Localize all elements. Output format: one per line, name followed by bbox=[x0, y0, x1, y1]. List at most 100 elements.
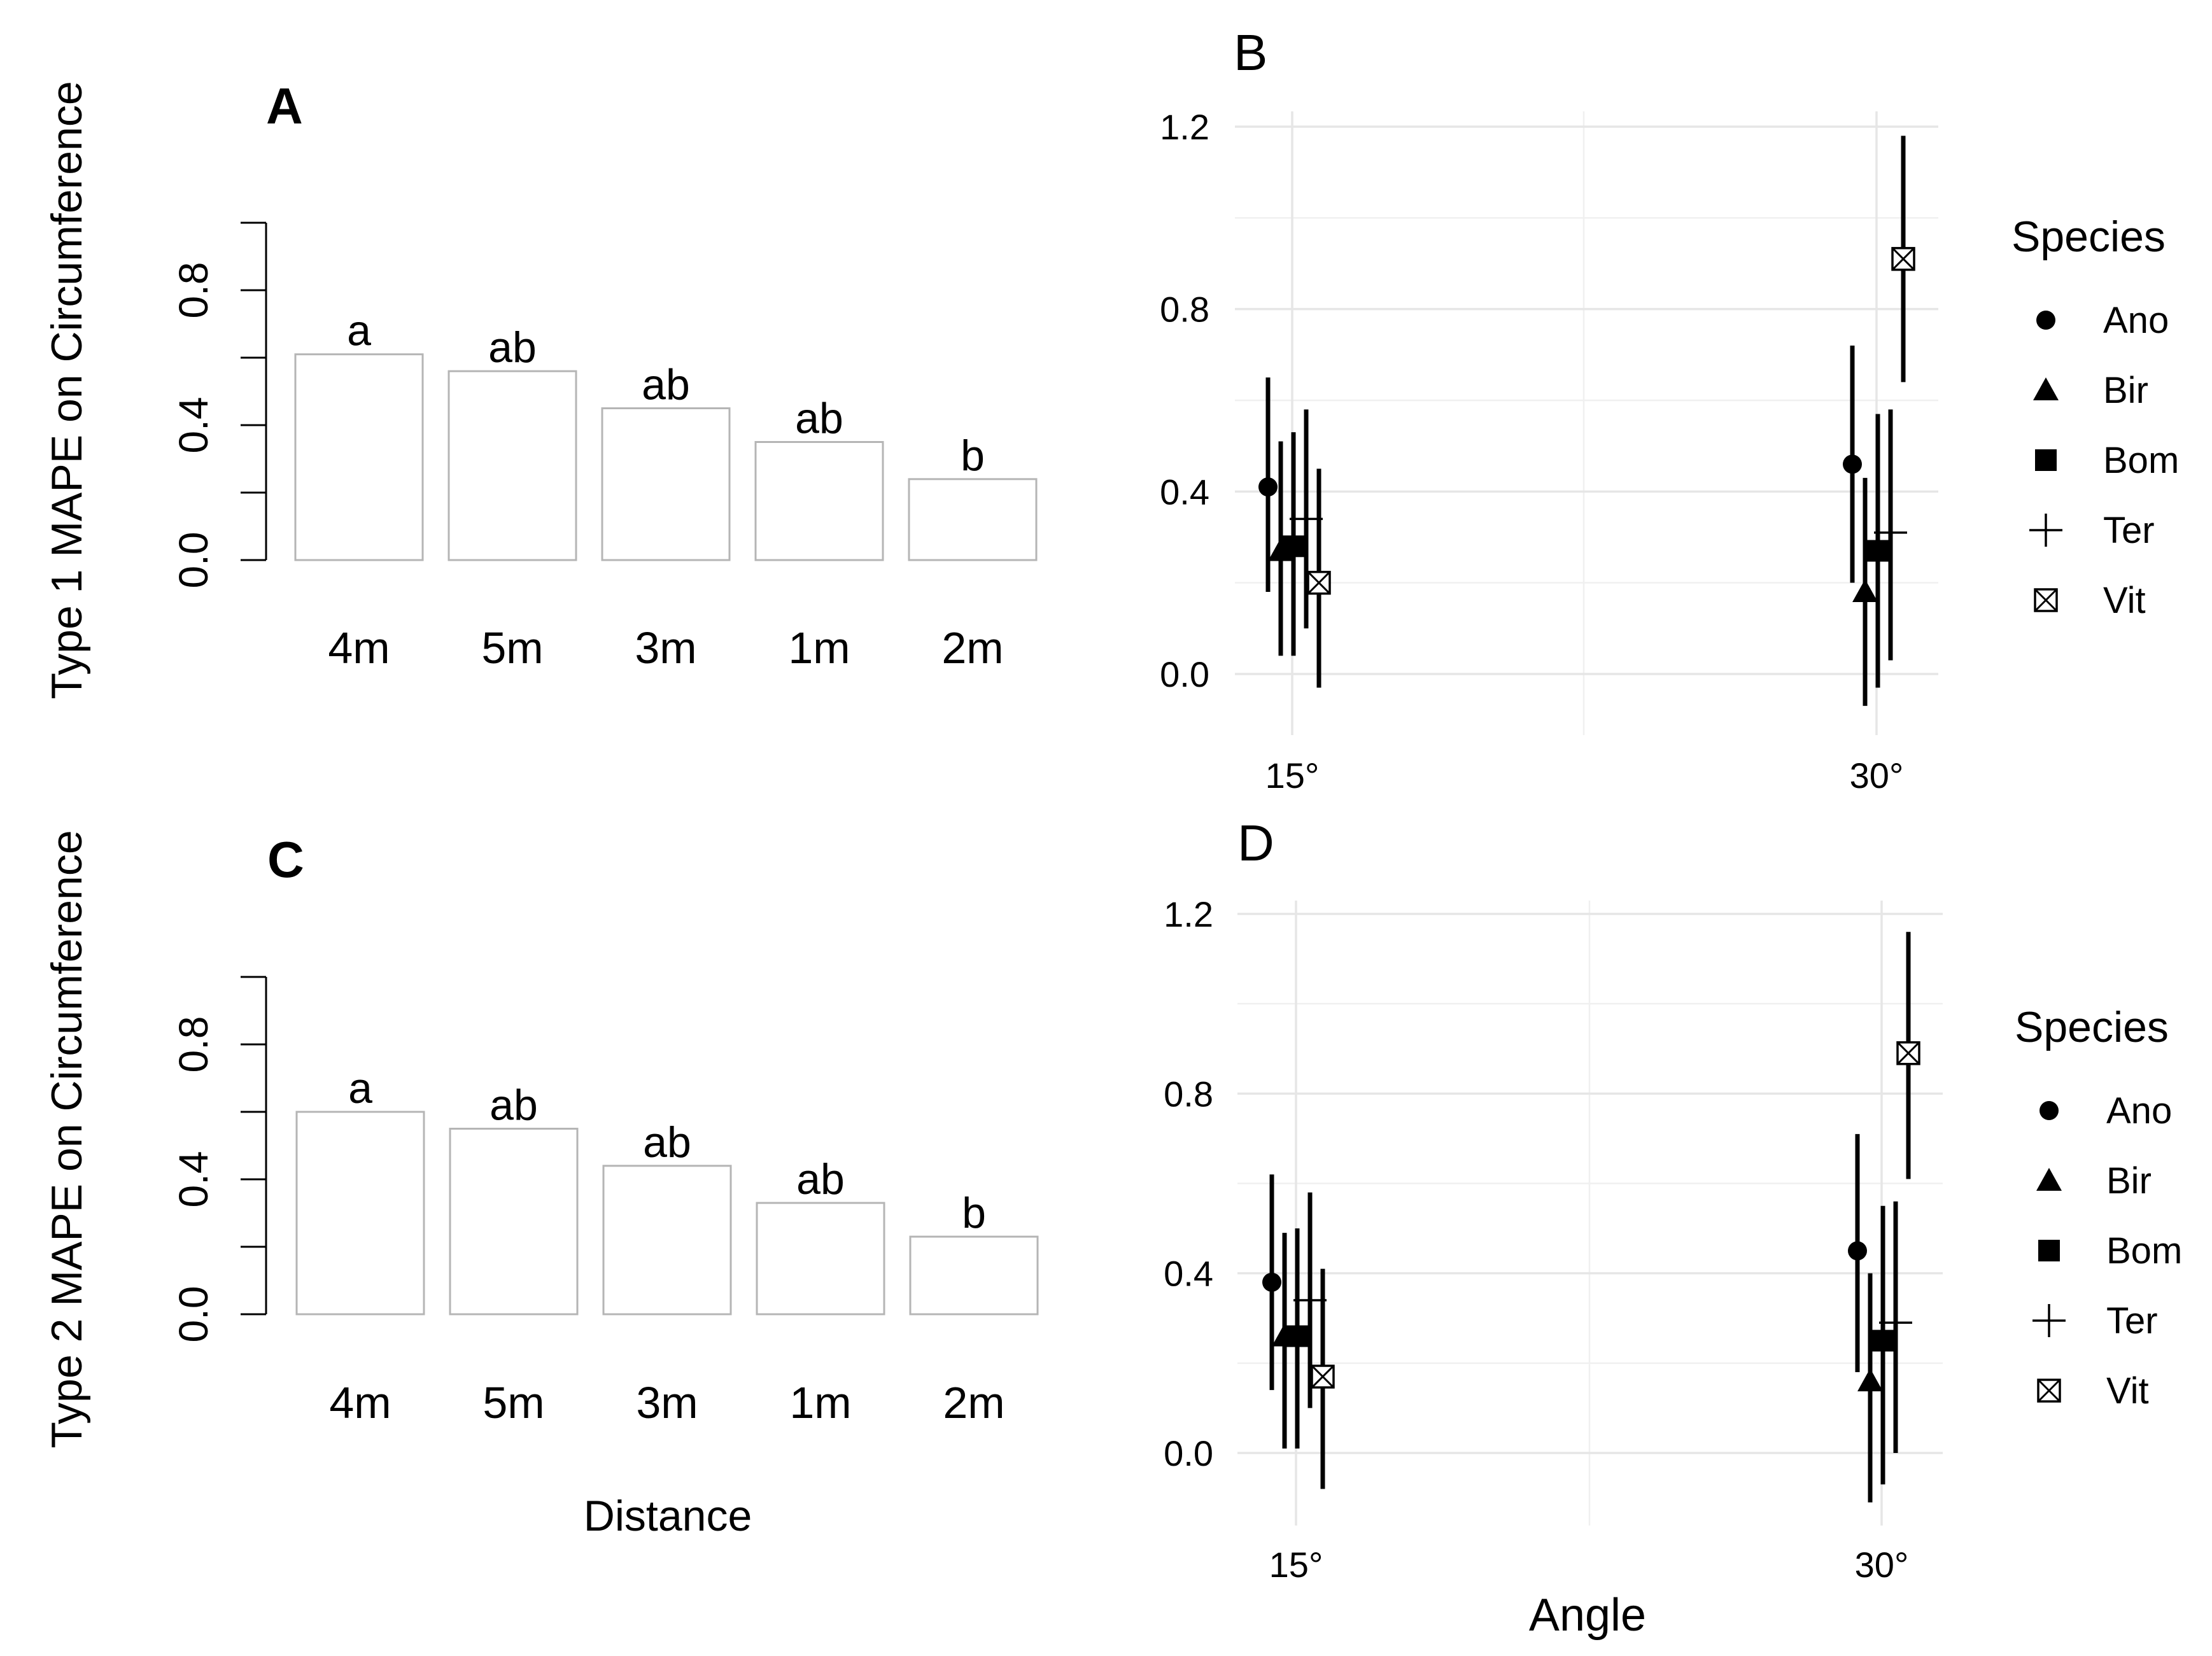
panel-b-legend-label: Ter bbox=[2103, 510, 2155, 551]
panel-d-x-tick-label: 30° bbox=[1855, 1545, 1909, 1585]
panel-d-label: D bbox=[1237, 815, 1274, 871]
panel-b-y-tick-label: 1.2 bbox=[1160, 107, 1209, 147]
panel-c-significance-letter: ab bbox=[643, 1118, 691, 1167]
panel-b-point-ano bbox=[1258, 477, 1278, 497]
panel-b-y-tick-label: 0.4 bbox=[1160, 472, 1209, 512]
panel-c-x-tick-label: 3m bbox=[636, 1378, 698, 1428]
panel-b-y-tick-label: 0.8 bbox=[1160, 290, 1209, 330]
panel-c-x-tick-label: 5m bbox=[483, 1378, 544, 1428]
panel-d-point-vit bbox=[1896, 1041, 1920, 1065]
panel-d-point-ano bbox=[1262, 1272, 1281, 1292]
panel-b-point-ter bbox=[1874, 516, 1907, 549]
panel-b-legend-label: Bom bbox=[2103, 440, 2179, 481]
panel-d-legend-key-ano bbox=[2039, 1101, 2059, 1120]
panel-b-point-vit-diag2 bbox=[1307, 571, 1331, 594]
panel-c-bar bbox=[602, 1165, 732, 1316]
panel-d-legend-key-vit-diag2 bbox=[2037, 1379, 2061, 1403]
panel-c-bar bbox=[909, 1235, 1039, 1316]
panel-b-point-bir bbox=[1852, 579, 1878, 602]
panel-b-legend-key-ano bbox=[2036, 311, 2055, 330]
y-axis-title-bottom: Type 2 MAPE on Circumference bbox=[43, 830, 91, 1448]
panel-b-legend: Species Ano Bir Bom Ter Vit bbox=[2011, 213, 2179, 621]
panel-d-legend-key-ter bbox=[2032, 1304, 2066, 1337]
panel-a-significance-letter: a bbox=[347, 307, 371, 355]
panel-a-y-tick-label: 0.8 bbox=[171, 262, 216, 319]
panel-b-legend-key-bir bbox=[2033, 377, 2059, 400]
panel-d-point-ano bbox=[1848, 1241, 1867, 1261]
panel-d-legend-key-bir bbox=[2036, 1168, 2062, 1191]
panel-d-y-tick-label: 0.4 bbox=[1164, 1254, 1213, 1294]
panel-d-point-bir bbox=[1857, 1368, 1883, 1392]
panel-d-point-bom bbox=[1286, 1325, 1308, 1347]
x-axis-title-distance: Distance bbox=[584, 1492, 752, 1540]
panel-d-y-tick-label: 1.2 bbox=[1164, 894, 1213, 934]
panel-c-y-tick-label: 0.8 bbox=[171, 1016, 216, 1073]
panel-a-x-tick-label: 2m bbox=[941, 623, 1003, 673]
panel-d-legend-key-vit bbox=[2037, 1379, 2061, 1403]
panel-b-point-vit bbox=[1891, 247, 1915, 271]
panel-b-x-tick-label: 30° bbox=[1850, 755, 1904, 796]
panel-b-legend-key-vit-diag2 bbox=[2034, 588, 2058, 612]
panel-d-legend-title: Species bbox=[2015, 1003, 2169, 1051]
panel-c-x-tick-label: 4m bbox=[329, 1378, 391, 1428]
panel-a-bar bbox=[601, 407, 731, 561]
panel-a-x-tick-label: 3m bbox=[635, 623, 696, 673]
panel-d-point-vit bbox=[1311, 1365, 1335, 1389]
panel-d-point-ter bbox=[1879, 1306, 1912, 1340]
panel-b-point-ano bbox=[1843, 454, 1862, 474]
panel-c-x-tick-label: 2m bbox=[943, 1378, 1004, 1428]
panel-c-y-tick-label: 0.4 bbox=[171, 1151, 216, 1208]
panel-c-significance-letter: a bbox=[348, 1064, 372, 1112]
panel-d-x-tick-label: 15° bbox=[1269, 1545, 1323, 1585]
panel-c-bar bbox=[449, 1128, 579, 1316]
panel-a-bar-chart: A 0.0 0.4 0.8 a 4m ab 5m ab 3m ab 1m b 2m bbox=[171, 78, 1038, 673]
panel-b-x-tick-label: 15° bbox=[1265, 755, 1320, 796]
panel-c-significance-letter: b bbox=[962, 1189, 986, 1237]
panel-d-legend: Species Ano Bir Bom Ter Vit bbox=[2015, 1003, 2182, 1412]
panel-b-point-bom bbox=[1867, 540, 1889, 562]
panel-a-significance-letter: b bbox=[961, 432, 985, 480]
panel-d-legend-label: Bom bbox=[2106, 1230, 2182, 1272]
panel-d-legend-label: Bir bbox=[2106, 1160, 2152, 1202]
panel-b-legend-label: Ano bbox=[2103, 300, 2169, 341]
panel-c-x-tick-label: 1m bbox=[789, 1378, 851, 1428]
panel-c-significance-letter: ab bbox=[796, 1155, 845, 1203]
panel-a-x-tick-label: 5m bbox=[481, 623, 543, 673]
panel-a-bar bbox=[294, 353, 424, 561]
panel-d-y-tick-label: 0.8 bbox=[1164, 1074, 1213, 1114]
panel-d-point-vit-diag2 bbox=[1311, 1365, 1335, 1389]
panel-b-point-vit-diag2 bbox=[1891, 247, 1915, 270]
panel-c-label: C bbox=[267, 831, 304, 888]
panel-a-x-tick-label: 4m bbox=[328, 623, 390, 673]
panel-c-bar-chart: C 0.0 0.4 0.8 a 4m ab 5m ab 3m ab 1m b 2m bbox=[171, 831, 1039, 1428]
panel-b-legend-key-ter bbox=[2029, 514, 2062, 547]
panel-d-point-vit-diag2 bbox=[1896, 1041, 1920, 1065]
panel-a-bar bbox=[908, 478, 1038, 561]
panel-d-point-bom bbox=[1872, 1330, 1894, 1352]
panel-b-dot-plot: B 0.0 0.4 0.8 1.2 15° 30° Species Ano Bir Bom Ter… bbox=[1160, 24, 2179, 796]
panel-c-significance-letter: ab bbox=[490, 1081, 538, 1130]
panel-b-legend-key-bom bbox=[2035, 449, 2057, 471]
panel-c-bar bbox=[756, 1202, 885, 1316]
panel-a-y-tick-label: 0.4 bbox=[171, 397, 216, 454]
panel-b-point-vit bbox=[1307, 570, 1331, 595]
panel-d-dot-plot: D 0.0 0.4 0.8 1.2 15° 30° Species Ano Bir Bom Ter… bbox=[1164, 815, 2182, 1585]
panel-d-y-tick-label: 0.0 bbox=[1164, 1433, 1213, 1473]
panel-b-point-bom bbox=[1283, 535, 1304, 558]
panel-b-y-tick-label: 0.0 bbox=[1160, 654, 1209, 694]
panel-b-label: B bbox=[1234, 24, 1267, 81]
panel-d-legend-label: Ano bbox=[2106, 1090, 2172, 1132]
panel-d-legend-key-bom bbox=[2038, 1240, 2060, 1261]
panel-a-bar bbox=[754, 441, 884, 561]
panel-a-x-tick-label: 1m bbox=[788, 623, 850, 673]
panel-a-bar bbox=[447, 370, 577, 561]
panel-a-label: A bbox=[266, 78, 303, 134]
panel-a-significance-letter: ab bbox=[795, 395, 843, 443]
panel-b-legend-title: Species bbox=[2011, 213, 2166, 261]
panel-b-legend-label: Vit bbox=[2103, 580, 2146, 621]
panel-a-y-tick-label: 0.0 bbox=[171, 532, 216, 589]
panel-c-y-tick-label: 0.0 bbox=[171, 1286, 216, 1343]
panel-d-legend-label: Vit bbox=[2106, 1370, 2149, 1412]
panel-b-legend-key-vit bbox=[2034, 588, 2058, 612]
panel-a-significance-letter: ab bbox=[488, 323, 537, 372]
